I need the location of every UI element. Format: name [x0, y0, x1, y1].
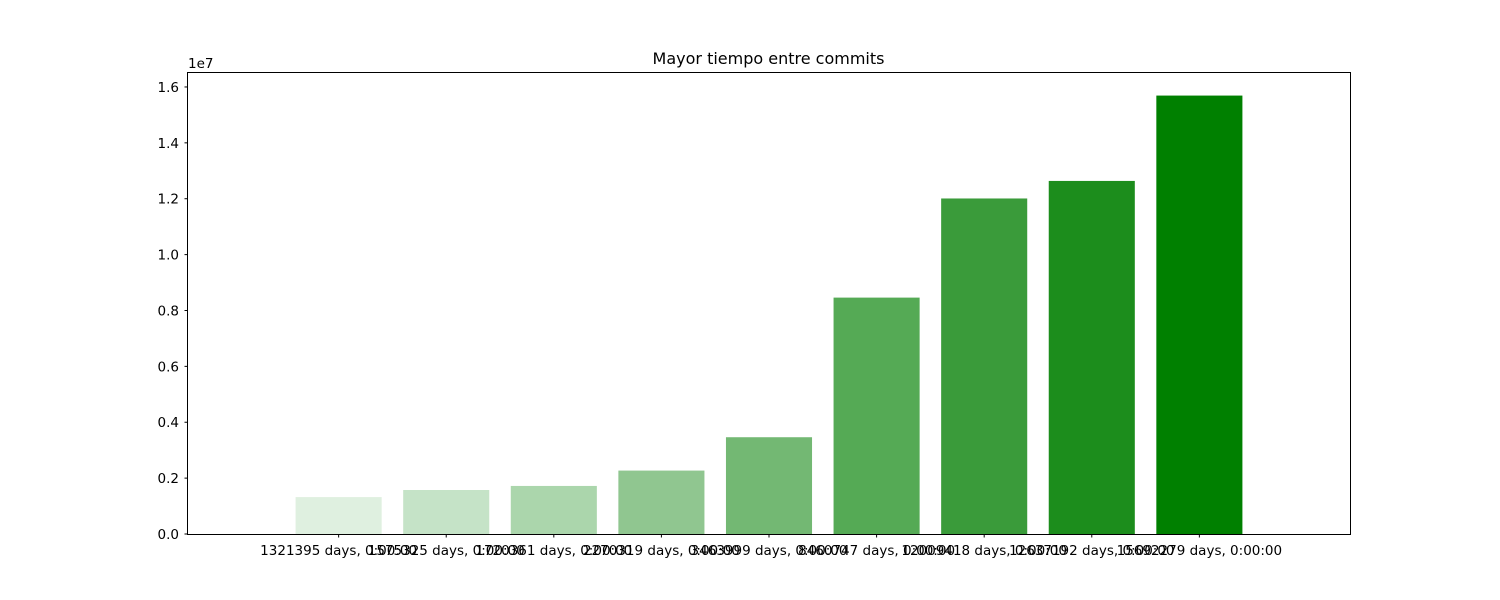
y-tick-label: 1.2 [158, 192, 179, 208]
bars [295, 95, 1243, 535]
x-tick-label: 8460747 days, 0:00:00 [798, 543, 955, 559]
y-tick-label: 0.6 [158, 359, 179, 375]
x-tick-label: 12637192 days, 0:00:00 [1009, 543, 1175, 559]
bar-1 [295, 497, 382, 534]
x-tick-label: 12009418 days, 0:00:00 [901, 543, 1067, 559]
bar-7 [941, 198, 1028, 534]
y-tick-label: 1.6 [158, 80, 179, 96]
y-tick-label: 1.0 [158, 248, 179, 264]
bar-9 [1156, 95, 1243, 535]
plot-frame [187, 72, 1351, 535]
x-tick-label: 2270319 days, 0:00:00 [583, 543, 740, 559]
y-tick-label: 0.2 [158, 471, 179, 487]
bar-8 [1048, 180, 1135, 535]
x-tick-label: 3463999 days, 0:00:00 [691, 543, 848, 559]
x-tick-label: 1575325 days, 0:00:00 [368, 543, 525, 559]
y-tick-label: 0.4 [158, 415, 179, 431]
y-tick-label: 0.8 [158, 303, 179, 319]
y-axis-offset-label: 1e7 [188, 56, 213, 72]
y-tick-label: 0.0 [158, 527, 179, 543]
bar-3 [510, 485, 597, 534]
chart-title: Mayor tiempo entre commits [653, 49, 885, 68]
y-tick-label: 1.4 [158, 136, 179, 152]
y-axis-ticks: 0.0 0.2 0.4 0.6 0.8 1.0 1.2 1.4 1.6 [158, 80, 188, 543]
bar-2 [403, 489, 490, 534]
bar-4 [618, 470, 705, 534]
x-tick-label: 15692279 days, 0:00:00 [1117, 543, 1283, 559]
x-tick-label: 1321395 days, 0:00:00 [260, 543, 417, 559]
x-tick-label: 1720361 days, 0:00:00 [475, 543, 632, 559]
bar-6 [833, 297, 920, 534]
bar-5 [725, 437, 813, 534]
